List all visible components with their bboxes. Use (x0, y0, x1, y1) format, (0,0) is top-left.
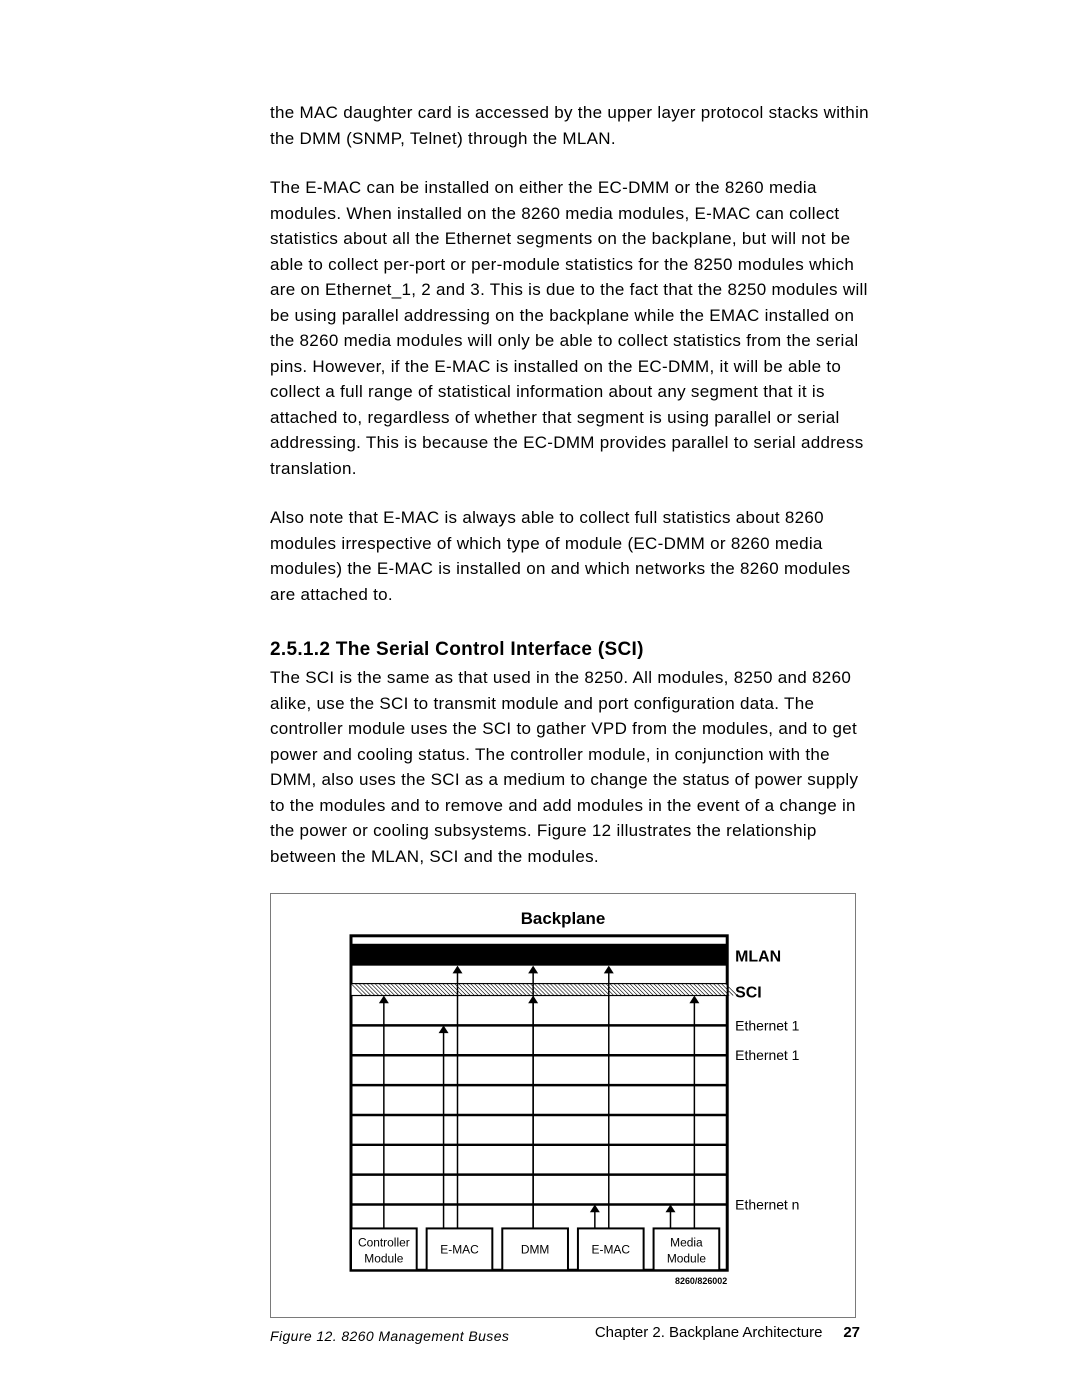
svg-text:Ethernet 1: Ethernet 1 (735, 1017, 799, 1033)
svg-text:SCI: SCI (735, 985, 762, 1002)
svg-text:E-MAC: E-MAC (592, 1242, 631, 1256)
svg-text:Controller: Controller (358, 1235, 410, 1249)
paragraph-1: the MAC daughter card is accessed by the… (270, 100, 870, 151)
svg-text:Module: Module (667, 1251, 707, 1265)
section-heading: 2.5.1.2 The Serial Control Interface (SC… (270, 639, 870, 661)
page-footer: Chapter 2. Backplane Architecture 27 (595, 1324, 860, 1341)
page: the MAC daughter card is accessed by the… (0, 0, 1080, 1397)
svg-text:8260/826002: 8260/826002 (675, 1276, 727, 1286)
footer-page-number: 27 (843, 1324, 860, 1341)
paragraph-2: The E-MAC can be installed on either the… (270, 175, 870, 481)
figure-svg: Backplane MLAN SCI Ethernet 1 Ethernet 1 Ethe… (271, 894, 855, 1317)
svg-text:DMM: DMM (521, 1242, 550, 1256)
svg-text:Media: Media (670, 1235, 703, 1249)
svg-text:Backplane: Backplane (521, 909, 606, 928)
svg-text:Ethernet 1: Ethernet 1 (735, 1047, 799, 1063)
svg-text:E-MAC: E-MAC (440, 1242, 479, 1256)
paragraph-3: Also note that E-MAC is always able to c… (270, 505, 870, 607)
footer-chapter: Chapter 2. Backplane Architecture (595, 1324, 823, 1341)
paragraph-4: The SCI is the same as that used in the … (270, 665, 870, 869)
svg-text:Ethernet n: Ethernet n (735, 1197, 799, 1213)
svg-text:Module: Module (364, 1251, 404, 1265)
figure-box: Backplane MLAN SCI Ethernet 1 Ethernet 1 Ethe… (270, 893, 856, 1318)
svg-text:MLAN: MLAN (735, 949, 781, 966)
